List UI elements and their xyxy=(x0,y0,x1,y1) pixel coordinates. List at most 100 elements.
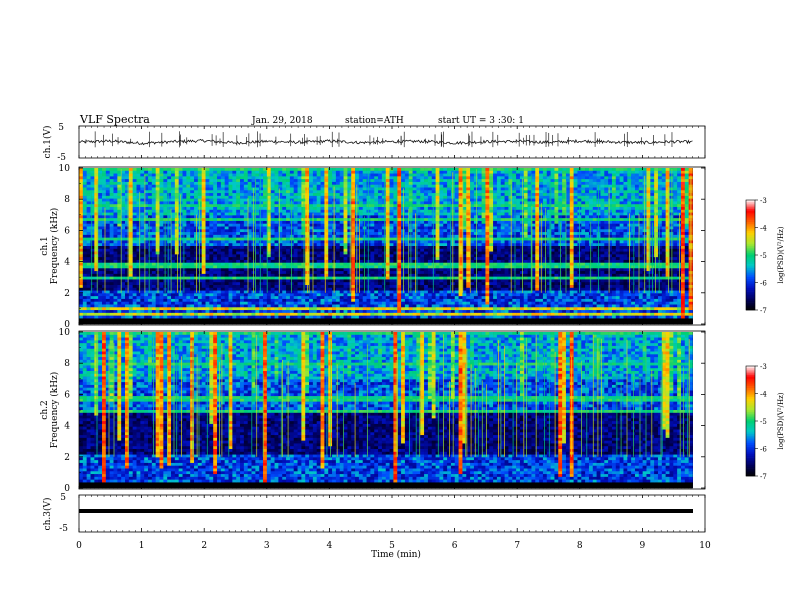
spectrogram-cell xyxy=(305,310,310,314)
spectrogram-cell xyxy=(186,251,191,255)
spectrogram-cell xyxy=(263,232,268,236)
spectrogram-cell xyxy=(305,298,310,303)
spectrogram-cell xyxy=(297,282,302,286)
spectrogram-cell xyxy=(148,301,153,305)
spectrogram-cell xyxy=(98,229,103,233)
spectrogram-cell xyxy=(102,204,107,208)
spectrogram-cell xyxy=(125,282,130,286)
spectrogram-cell xyxy=(194,271,199,275)
spectrogram-cell xyxy=(197,193,202,197)
spectrogram-cell xyxy=(393,318,398,322)
spectrogram-cell xyxy=(194,234,199,238)
spectrogram-cell xyxy=(378,265,383,269)
spectrogram-cell xyxy=(236,318,241,322)
spectrogram-cell xyxy=(98,170,103,174)
spectrogram-cell xyxy=(82,229,87,233)
spectrogram-cell xyxy=(171,243,176,247)
spectrogram-cell xyxy=(309,312,314,316)
spectrogram-cell xyxy=(228,282,233,286)
spectrogram-cell xyxy=(370,307,375,311)
spectrogram-cell xyxy=(320,296,325,300)
spectrogram-cell xyxy=(79,190,84,194)
spectrogram-cell xyxy=(82,190,87,194)
spectrogram-cell xyxy=(155,307,160,311)
spectrogram-cell xyxy=(355,298,360,303)
spectrogram-cell xyxy=(159,287,164,291)
spectrogram-cell xyxy=(247,173,252,177)
spectrogram-cell xyxy=(90,240,95,244)
spectrogram-cell xyxy=(217,229,222,233)
spectrogram-cell xyxy=(121,184,126,188)
spectrogram-cell xyxy=(351,318,356,322)
spectrogram-cell xyxy=(347,195,352,199)
spectrogram-cell xyxy=(312,296,318,300)
spectrogram-cell xyxy=(358,193,364,197)
spectrogram-cell xyxy=(125,237,130,241)
spectrogram-cell xyxy=(79,173,84,177)
spectrogram-cell xyxy=(358,293,364,297)
spectrogram-cell xyxy=(236,271,241,275)
spectrogram-cell xyxy=(159,310,164,314)
spectrogram-cell xyxy=(194,257,199,261)
spectrogram-cell xyxy=(167,179,172,183)
spectrogram-cell xyxy=(270,232,275,236)
spectrogram-cell xyxy=(266,246,272,250)
spectrogram-cell xyxy=(186,315,191,319)
spectrogram-cell xyxy=(286,271,291,275)
spectrogram-cell xyxy=(90,262,95,266)
spectrogram-cell xyxy=(247,315,252,319)
spectrogram-cell xyxy=(136,262,141,266)
spectrogram-cell xyxy=(102,279,107,283)
spectrogram-cell xyxy=(82,234,87,238)
spectrogram-cell xyxy=(270,234,275,238)
spectrogram-cell xyxy=(171,279,176,283)
spectrogram-cell xyxy=(404,195,410,199)
spectrogram-cell xyxy=(224,181,229,186)
spectrogram-cell xyxy=(98,234,103,238)
spectrogram-cell xyxy=(389,181,394,186)
spectrogram-cell xyxy=(320,273,325,277)
spectrogram-cell xyxy=(397,215,402,219)
spectrogram-cell xyxy=(201,207,206,211)
spectrogram-cell xyxy=(401,304,406,308)
spectrogram-cell xyxy=(128,229,133,233)
spectrogram-cell xyxy=(136,170,141,174)
spectrogram-cell xyxy=(190,232,195,236)
spectrogram-cell xyxy=(286,279,291,283)
spectrogram-cell xyxy=(335,223,341,227)
spectrogram-cell xyxy=(301,220,306,225)
spectrogram-cell xyxy=(374,229,379,233)
spectrogram-cell xyxy=(316,251,321,255)
spectrogram-cell xyxy=(389,312,394,316)
spectrogram-cell xyxy=(270,168,275,172)
spectrogram-cell xyxy=(378,243,383,247)
spectrogram-cell xyxy=(378,304,383,308)
spectrogram-cell xyxy=(412,207,417,211)
spectrogram-cell xyxy=(263,201,268,205)
spectrogram-cell xyxy=(240,220,245,225)
spectrogram-cell xyxy=(163,209,168,213)
spectrogram-cell xyxy=(205,276,210,280)
spectrogram-cell xyxy=(274,240,279,244)
spectrogram-cell xyxy=(228,173,233,177)
spectrogram-cell xyxy=(240,176,245,180)
spectrogram-cell xyxy=(328,218,333,222)
spectrogram-cell xyxy=(243,262,248,266)
spectrogram-cell xyxy=(201,301,206,305)
spectrogram-cell xyxy=(163,173,168,177)
spectrogram-cell xyxy=(171,287,176,291)
spectrogram-cell xyxy=(79,276,84,280)
spectrogram-cell xyxy=(381,184,387,188)
spectrogram-cell xyxy=(213,287,218,291)
spectrogram-cell xyxy=(213,298,218,303)
spectrogram-cell xyxy=(201,198,206,202)
spectrogram-cell xyxy=(404,310,410,314)
spectrogram-cell xyxy=(236,209,241,213)
spectrogram-cell xyxy=(217,187,222,191)
spectrogram-cell xyxy=(105,187,110,191)
spectrogram-cell xyxy=(213,315,218,319)
spectrogram-cell xyxy=(412,212,417,216)
spectrogram-cell xyxy=(232,268,237,272)
spectrogram-cell xyxy=(255,243,260,247)
spectrogram-cell xyxy=(351,190,356,194)
